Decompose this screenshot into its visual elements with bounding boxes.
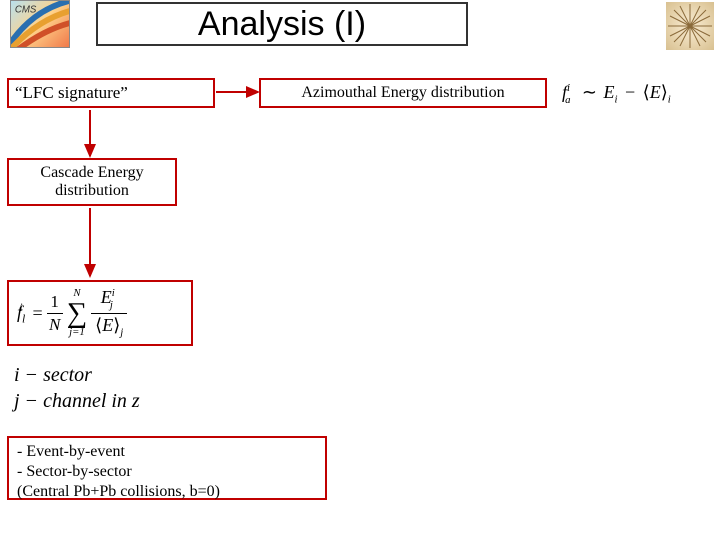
fa-tilde: ∼ [582, 82, 597, 102]
cascade-text: Cascade Energy distribution [15, 164, 169, 201]
fa-t2: ⟨E⟩i [643, 82, 671, 102]
sum-symbol: N ∑ j=1 [67, 288, 88, 338]
def-i-word: sector [43, 364, 92, 386]
box-cascade: Cascade Energy distribution [7, 158, 177, 206]
logo-left: CMS [10, 0, 70, 48]
fa-lhs: fia [562, 82, 580, 102]
azimuthal-text: Azimouthal Energy distribution [301, 84, 504, 102]
fa-t2-l: ⟨ [643, 82, 650, 102]
formula-fa: fia ∼ Ei − ⟨E⟩i [562, 82, 671, 106]
defs-block: i − sector j − channel in z [14, 362, 140, 414]
frac1-num: 1 [50, 293, 59, 310]
formula-fl-box: fli = 1 N N ∑ j=1 Eij ⟨E⟩j [7, 280, 193, 346]
title-text: Analysis (I) [198, 5, 366, 43]
sum-bot: j=1 [69, 327, 85, 338]
fa-t1-E: E [604, 82, 615, 102]
def-j-pre: j − [14, 390, 43, 412]
fa-t2-E: E [650, 82, 661, 102]
fa-sup: i [567, 82, 570, 94]
def-j-word: channel in z [43, 390, 140, 412]
slide-title: Analysis (I) [96, 2, 468, 46]
bottom-notes: - Event-by-event - Sector-by-sector (Cen… [7, 436, 327, 500]
bottom-line1: - Event-by-event [17, 442, 317, 462]
fa-sub: a [565, 94, 570, 106]
def-i: i − sector [14, 362, 140, 388]
svg-text:CMS: CMS [15, 5, 37, 16]
frac2-den-sub: j [120, 326, 123, 338]
fl-lhs: fli [17, 301, 29, 326]
box-lfc-signature: “LFC signature” [7, 78, 215, 108]
fa-t2-r: ⟩ [661, 82, 668, 102]
frac2-den: ⟨E⟩j [95, 316, 123, 338]
frac2-den-E: E [102, 315, 113, 335]
logo-right [666, 2, 714, 50]
box-azimuthal: Azimouthal Energy distribution [259, 78, 547, 108]
fa-t1: Ei [604, 82, 623, 102]
bottom-line3: (Central Pb+Pb collisions, b=0) [17, 482, 317, 502]
frac2-num: Eij [101, 288, 118, 310]
eq-sign: = [33, 303, 43, 324]
fa-minus: − [625, 82, 635, 102]
fl-sub: l [22, 312, 25, 325]
def-j: j − channel in z [14, 388, 140, 414]
def-i-pre: i − [14, 364, 43, 386]
fa-t2-sub: i [668, 94, 671, 106]
fl-sup: i [19, 301, 22, 314]
bottom-line2: - Sector-by-sector [17, 462, 317, 482]
lfc-text: “LFC signature” [15, 83, 128, 103]
frac1-den: N [49, 316, 60, 333]
frac-1overN: 1 N [47, 293, 63, 332]
frac2-num-sup: i [112, 287, 115, 299]
fa-t1-sub: i [615, 94, 618, 106]
frac-E: Eij ⟨E⟩j [91, 288, 127, 338]
frac2-num-sub: j [110, 299, 113, 311]
